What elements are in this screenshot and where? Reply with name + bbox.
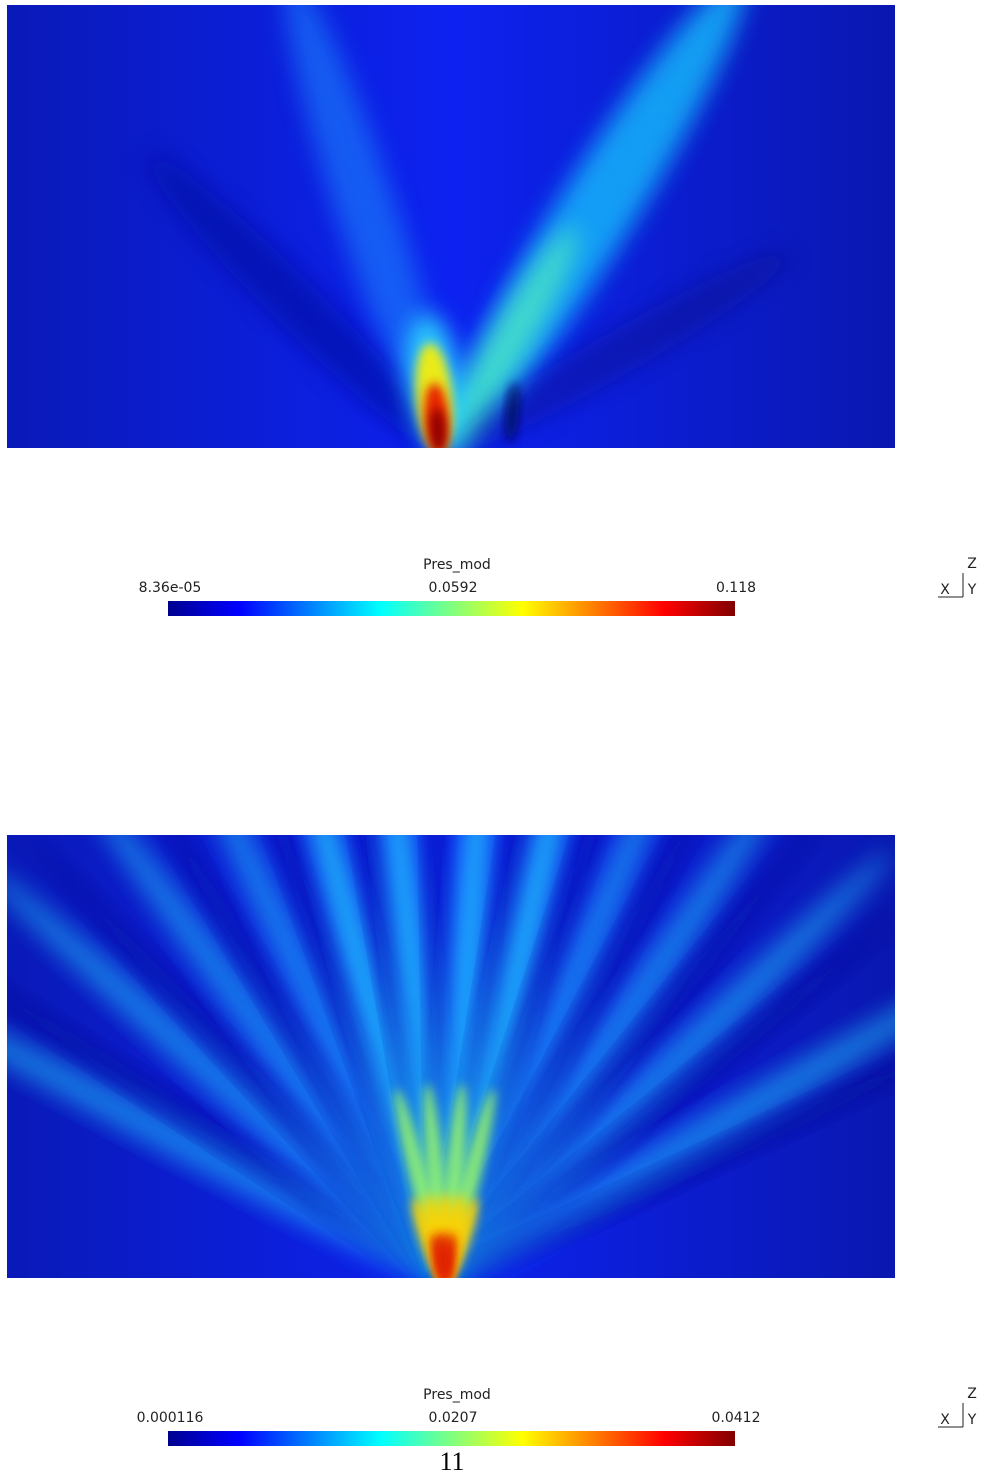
colorbar-label: 0.0412: [712, 1410, 761, 1426]
field-beam: [444, 972, 895, 1278]
colorbar-label: 0.0207: [429, 1410, 478, 1426]
field-beam: [444, 251, 792, 448]
colorbar-label: 0.000116: [137, 1410, 204, 1426]
field-beam: [22, 835, 446, 1278]
field-beam: [125, 835, 446, 1278]
field-beam: [444, 892, 895, 1278]
colorbar-title: Pres_mod: [423, 557, 491, 573]
axis-label: Y: [967, 1412, 977, 1428]
colorbar-title: Pres_mod: [423, 1387, 491, 1403]
colorbar: [168, 1431, 735, 1446]
field-beam: [429, 408, 446, 448]
field-beam: [7, 991, 446, 1278]
field-beam: [444, 1020, 895, 1278]
field-beam: [440, 1233, 457, 1278]
field-beam: [7, 867, 446, 1278]
field-image: [7, 5, 895, 448]
field-beam: [444, 835, 793, 1278]
field-beam: [182, 835, 446, 1278]
field-beam: [146, 154, 447, 448]
colorbar-label: 0.118: [716, 580, 756, 596]
field-beam: [444, 835, 737, 1278]
axis-label: X: [940, 1412, 950, 1428]
page-number: 11: [439, 1447, 464, 1476]
field-beam: [80, 835, 446, 1278]
axis-label: Y: [967, 582, 977, 598]
field-beam: [285, 5, 451, 448]
field-image: [7, 835, 895, 1278]
axis-label: X: [940, 582, 950, 598]
axis-label: Z: [967, 1386, 977, 1402]
field-beam: [444, 835, 689, 1278]
field-beam: [444, 852, 892, 1278]
field-beam: [442, 227, 578, 448]
colorbar-label: 8.36e-05: [139, 580, 202, 596]
field-beam: [7, 945, 446, 1278]
colorbar-label: 0.0592: [429, 580, 478, 596]
field-beam: [506, 383, 520, 444]
field-beam: [444, 835, 836, 1278]
axis-label: Z: [967, 556, 977, 572]
colorbar: [168, 601, 735, 616]
